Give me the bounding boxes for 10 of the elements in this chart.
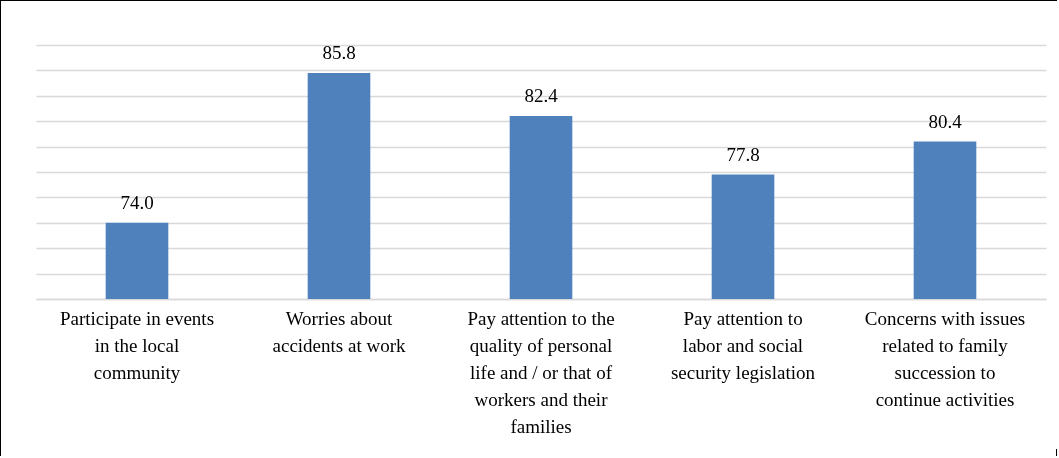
data-label: 80.4 [928,110,963,132]
data-label: 82.4 [524,85,559,107]
x-tick-label: Pay attention to the quality of personal life and / or that of workers and their families [467,307,615,437]
data-label: 77.8 [726,143,760,165]
x-tick-label: Concerns with issues related to family succession to continue activities [864,307,1026,410]
data-label: 85.8 [322,41,356,63]
x-tick-label: Worries about accidents at work [272,307,406,356]
x-tick-label: Pay attention to labor and social security legislation [670,307,816,383]
x-tick-label: Participate in events in the local community [59,307,215,383]
data-label: 74.0 [120,191,154,213]
